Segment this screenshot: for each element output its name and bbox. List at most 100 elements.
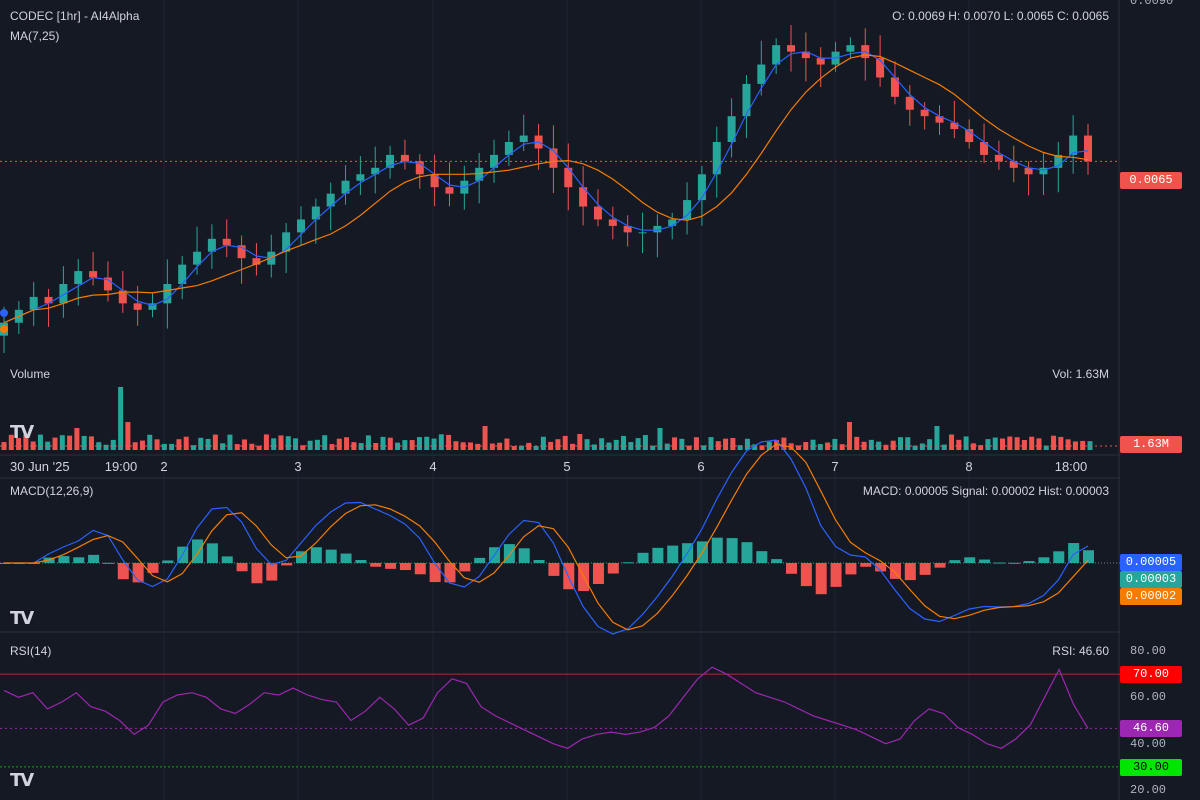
- x-tick-date: 30 Jun '25: [10, 459, 70, 474]
- volume-bar: [293, 438, 299, 450]
- volume-label: Volume: [10, 367, 51, 381]
- volume-bar: [832, 438, 838, 450]
- volume-bar: [52, 437, 58, 450]
- candle-body: [222, 238, 231, 246]
- macd-hist-bar: [310, 547, 322, 563]
- volume-bar: [8, 434, 14, 450]
- volume-bar: [154, 439, 160, 450]
- volume-bar: [139, 440, 145, 450]
- volume-bar: [606, 442, 612, 450]
- macd-hist-bar: [221, 556, 233, 563]
- volume-bar: [701, 445, 707, 450]
- volume-bar: [249, 443, 255, 450]
- volume-bar: [635, 438, 641, 450]
- candle-body: [890, 77, 899, 97]
- candle-body: [326, 193, 335, 207]
- volume-bar: [774, 440, 780, 450]
- macd-hist-bar: [904, 563, 916, 581]
- candle-body: [623, 225, 632, 233]
- candle-body: [118, 290, 127, 304]
- volume-bar: [861, 441, 867, 450]
- volume-bar: [985, 439, 991, 450]
- volume-bar: [460, 442, 466, 450]
- moving-average-lines: [3, 50, 1089, 324]
- tradingview-logo-icon: TV: [10, 422, 34, 443]
- macd-hist-bar: [786, 563, 798, 574]
- macd-hist-bar: [875, 563, 887, 572]
- macd-hist-bar: [622, 562, 634, 564]
- volume-bar: [365, 435, 371, 450]
- volume-bar: [642, 435, 648, 450]
- volume-bar: [715, 441, 721, 450]
- volume-bar: [169, 443, 175, 450]
- macd-hist-bar: [993, 562, 1005, 564]
- volume-bar: [278, 435, 284, 450]
- rsi-30-badge: 30.00: [1120, 759, 1182, 776]
- volume-bar: [285, 436, 291, 450]
- candle-body: [994, 154, 1003, 162]
- x-tick-18: 18:00: [1054, 459, 1088, 474]
- candle-body: [193, 251, 202, 265]
- volume-bar: [234, 444, 240, 450]
- volume-bar: [868, 439, 874, 450]
- macd-hist-bar: [385, 563, 397, 569]
- x-tick-8: 8: [965, 459, 973, 474]
- volume-bar: [912, 445, 918, 450]
- volume-bar: [533, 445, 539, 450]
- macd-readout: MACD: 0.00005 Signal: 0.00002 Hist: 0.00…: [862, 484, 1109, 498]
- macd-hist-bar: [325, 549, 337, 563]
- macd-hist-bar: [429, 563, 441, 583]
- volume-bar: [766, 441, 772, 450]
- volume-bar: [795, 445, 801, 450]
- volume-bar: [88, 436, 94, 450]
- candle-body: [371, 167, 380, 175]
- volume-bar: [905, 437, 911, 450]
- volume-bar: [373, 443, 379, 450]
- volume-bar: [817, 444, 823, 450]
- volume-bar: [686, 445, 692, 450]
- candle-body: [950, 122, 959, 130]
- volume-bar: [1058, 436, 1064, 450]
- volume-bar: [489, 443, 495, 450]
- volume-bar: [416, 437, 422, 450]
- x-tick-6: 6: [697, 459, 705, 474]
- volume-bar: [555, 439, 561, 450]
- volume-bar: [118, 387, 124, 450]
- macd-hist-bar: [117, 563, 129, 580]
- ohlc-readout: O: 0.0069 H: 0.0070 L: 0.0065 C: 0.0065: [892, 9, 1109, 23]
- volume-bar: [446, 434, 452, 450]
- volume-bar: [963, 436, 969, 450]
- ma7-marker: [0, 309, 8, 317]
- x-tick-19: 19:00: [104, 459, 138, 474]
- volume-bar: [876, 441, 882, 450]
- macd-hist-bar: [637, 552, 649, 563]
- volume-bar: [161, 443, 167, 450]
- macd-hist-bar: [474, 557, 486, 563]
- candle-body: [1024, 167, 1033, 175]
- volume-bar: [584, 439, 590, 450]
- volume-bar: [613, 439, 619, 450]
- volume-bar: [103, 444, 109, 450]
- x-tick-5: 5: [563, 459, 571, 474]
- volume-bar: [621, 435, 627, 450]
- volume-bar: [81, 435, 87, 450]
- volume-bar: [176, 439, 182, 450]
- volume-bar: [970, 443, 976, 450]
- candle-body: [905, 96, 914, 110]
- candle-body: [712, 142, 721, 175]
- candle-body: [727, 116, 736, 142]
- candle-body: [252, 258, 261, 265]
- volume-bars: [0, 387, 1120, 450]
- volume-bar: [897, 437, 903, 450]
- volume-bar: [730, 438, 736, 450]
- candle-body: [801, 51, 810, 59]
- volume-bar: [825, 442, 831, 450]
- macd-hist-bar: [1038, 557, 1050, 563]
- macd-hist-bar: [979, 559, 991, 563]
- volume-bar: [45, 441, 51, 450]
- volume-bar: [599, 438, 605, 450]
- volume-bar: [650, 445, 656, 450]
- macd-hist-bar: [192, 539, 204, 563]
- grid-lines: [0, 0, 1120, 800]
- macd-hist-bar: [949, 560, 961, 563]
